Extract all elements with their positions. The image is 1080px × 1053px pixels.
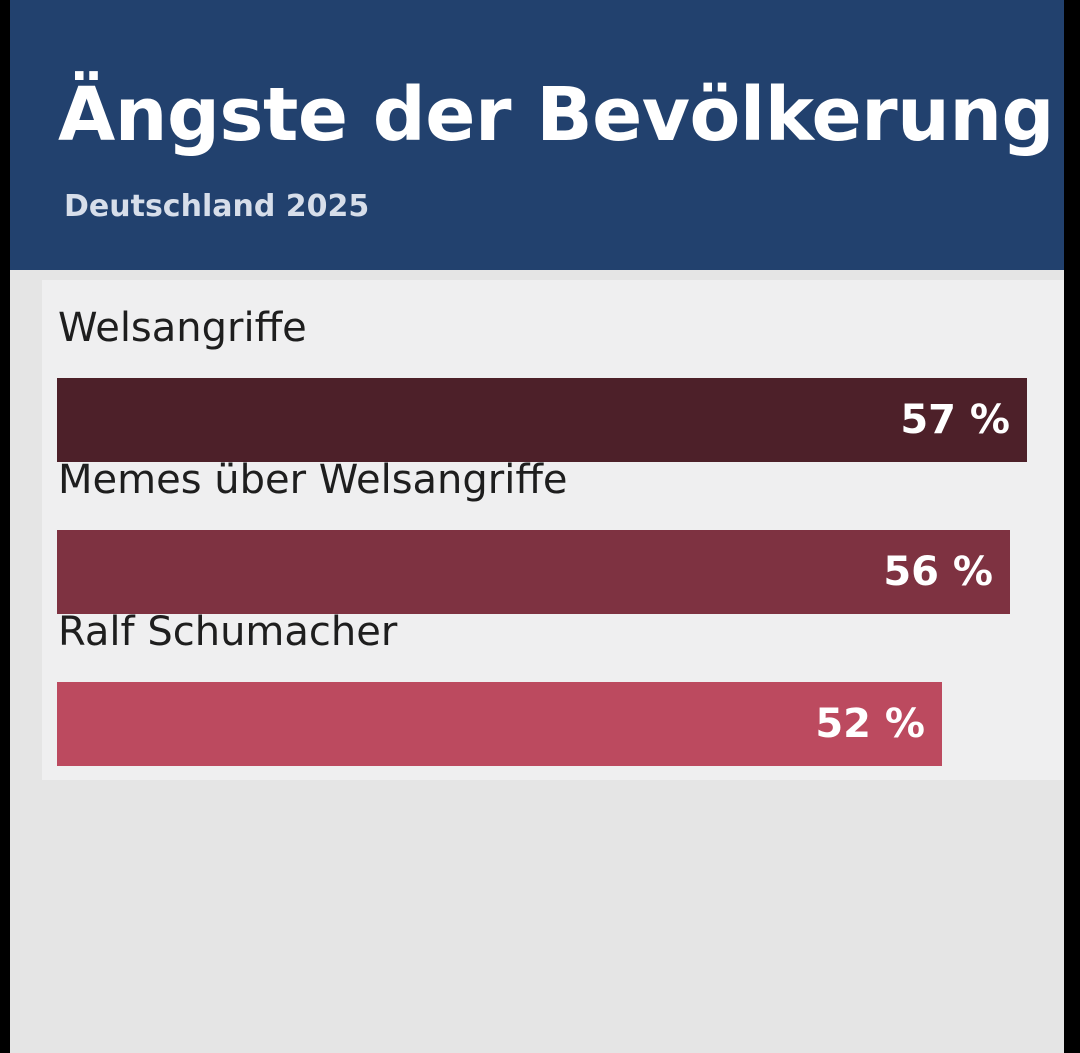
bar-value-label: 52 % bbox=[815, 701, 925, 747]
bar-value-label: 56 % bbox=[883, 549, 993, 595]
category-label: Ralf Schumacher bbox=[58, 609, 398, 655]
category-label: Memes über Welsangriffe bbox=[58, 457, 568, 503]
chart-title: Ängste der Bevölkerung bbox=[58, 72, 1055, 158]
bar bbox=[57, 530, 1010, 614]
chart-subtitle: Deutschland 2025 bbox=[64, 189, 370, 224]
chart-header: Ängste der Bevölkerung Deutschland 2025 bbox=[10, 0, 1064, 270]
bar-value-label: 57 % bbox=[900, 397, 1010, 443]
category-label: Welsangriffe bbox=[58, 305, 307, 351]
chart-frame: Ängste der Bevölkerung Deutschland 2025 … bbox=[10, 0, 1064, 1053]
bar bbox=[57, 378, 1027, 462]
plot-area: Welsangriffe 57 % Memes über Welsangriffe 5… bbox=[10, 270, 1064, 1053]
bar bbox=[57, 682, 942, 766]
